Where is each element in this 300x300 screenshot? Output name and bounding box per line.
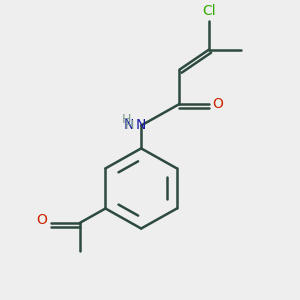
Text: H: H (124, 119, 134, 132)
Text: Cl: Cl (202, 4, 216, 18)
Text: O: O (212, 97, 223, 111)
Text: H: H (122, 113, 131, 126)
Text: N: N (136, 118, 146, 133)
Text: N: N (123, 118, 134, 133)
Text: O: O (37, 213, 48, 227)
